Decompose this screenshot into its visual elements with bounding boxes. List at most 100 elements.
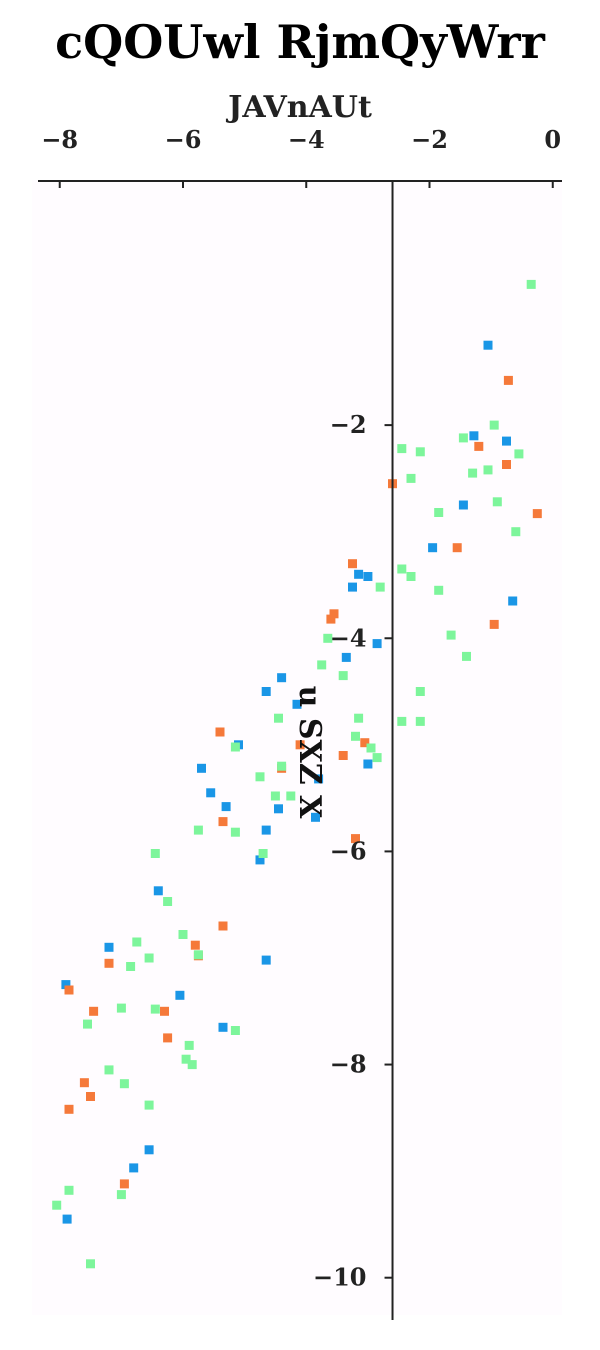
data-point-s2-30: [277, 761, 287, 771]
data-point-s0-30: [144, 1145, 154, 1155]
data-point-s0-13: [292, 699, 302, 709]
data-point-s2-10: [434, 508, 444, 517]
data-point-s0-21: [311, 812, 320, 822]
y-tick-label: −10: [313, 1263, 367, 1292]
data-point-s2-43: [126, 962, 136, 971]
data-point-s1-23: [160, 1006, 169, 1016]
data-point-s1-27: [64, 1104, 74, 1114]
data-point-s0-11: [277, 673, 287, 683]
data-point-s2-23: [397, 716, 407, 726]
data-point-s1-17: [218, 921, 228, 931]
data-point-s2-44: [116, 1003, 126, 1013]
data-point-s0-3: [458, 500, 468, 510]
x-axis-label: JAVnAUt: [225, 90, 372, 125]
data-point-s0-19: [221, 802, 231, 812]
x-tick-label: −2: [411, 125, 448, 154]
data-point-s0-2: [502, 436, 511, 446]
data-point-s1-20: [104, 958, 114, 968]
data-point-s2-26: [351, 731, 360, 741]
data-point-s2-47: [230, 1026, 240, 1035]
data-point-s2-13: [406, 572, 416, 581]
data-point-s1-21: [64, 985, 74, 995]
data-point-s1-12: [295, 740, 305, 750]
data-point-s0-10: [341, 652, 351, 662]
data-point-s2-33: [286, 791, 296, 801]
ticks-layer: −8 −6 −4 −2 0 −2 −4 −6 −8 −10: [41, 125, 561, 1292]
data-point-s2-52: [119, 1079, 129, 1089]
chart-title: cQOUwl RjmQyWrr: [55, 15, 546, 69]
data-point-s1-7: [329, 609, 339, 619]
data-point-s0-31: [129, 1163, 139, 1173]
data-point-s2-17: [323, 633, 333, 643]
data-point-s2-22: [354, 713, 364, 723]
data-point-s0-20: [274, 804, 283, 814]
data-point-s2-2: [458, 433, 468, 443]
y-axis-label: u SXZ X: [292, 686, 327, 820]
data-point-s2-27: [230, 742, 240, 752]
data-point-s1-25: [79, 1078, 89, 1088]
data-point-s2-38: [163, 897, 173, 906]
data-point-s1-10: [215, 727, 225, 737]
data-point-s2-39: [178, 930, 188, 939]
data-point-s1-8: [326, 614, 336, 624]
data-point-s2-35: [230, 827, 240, 837]
data-point-s2-55: [116, 1190, 126, 1200]
data-point-s1-11: [360, 738, 370, 748]
data-point-s2-53: [144, 1100, 154, 1110]
data-point-s0-27: [61, 980, 71, 990]
data-point-s1-6: [348, 559, 357, 569]
data-point-s2-0: [526, 279, 536, 289]
data-point-s2-15: [434, 585, 444, 595]
data-point-s0-28: [175, 990, 185, 1000]
data-point-s2-14: [375, 582, 385, 592]
data-point-s2-57: [86, 1259, 95, 1269]
data-point-s2-54: [64, 1185, 74, 1195]
data-point-s1-26: [86, 1092, 95, 1101]
data-point-s1-16: [351, 834, 360, 844]
data-point-s0-0: [483, 340, 493, 350]
data-point-s1-0: [503, 375, 513, 385]
data-point-s2-21: [415, 687, 425, 696]
data-point-s2-12: [397, 564, 407, 574]
data-point-s1-22: [89, 1006, 99, 1016]
data-point-s2-3: [397, 444, 407, 454]
data-point-s1-18: [190, 940, 200, 950]
data-point-s2-41: [193, 950, 203, 960]
data-point-s2-34: [193, 825, 203, 835]
data-point-s1-9: [489, 619, 499, 629]
data-point-s0-18: [206, 788, 216, 798]
data-point-s0-12: [261, 687, 271, 696]
data-point-s2-11: [511, 527, 521, 537]
data-point-s2-1: [489, 420, 499, 430]
data-point-s2-51: [104, 1065, 114, 1075]
data-point-s0-9: [372, 639, 382, 649]
data-point-s2-48: [184, 1040, 194, 1050]
y-tick-label: −4: [330, 623, 367, 652]
data-point-s0-23: [255, 855, 265, 865]
data-point-s2-40: [132, 937, 142, 947]
data-point-s0-22: [261, 825, 271, 835]
data-point-s2-49: [181, 1054, 191, 1064]
data-point-s1-4: [532, 509, 542, 519]
data-point-s1-5: [452, 543, 462, 553]
data-point-s0-17: [314, 774, 324, 784]
data-point-s2-8: [406, 473, 416, 483]
data-point-s2-5: [514, 449, 524, 459]
data-point-s1-2: [502, 460, 511, 469]
data-point-s0-16: [197, 763, 206, 773]
data-point-s2-31: [255, 772, 265, 782]
data-point-s2-28: [366, 743, 376, 753]
data-point-s2-9: [492, 497, 502, 507]
data-point-s0-8: [508, 596, 518, 606]
data-point-s0-29: [218, 1022, 228, 1032]
data-point-s2-25: [274, 713, 283, 723]
data-point-s1-24: [163, 1033, 173, 1043]
data-point-s0-15: [363, 759, 373, 769]
data-point-s2-37: [150, 849, 160, 858]
data-point-s2-7: [468, 468, 478, 478]
data-point-s2-19: [317, 660, 327, 670]
data-point-s0-4: [428, 543, 438, 553]
data-point-s2-45: [150, 1004, 160, 1014]
data-point-s2-42: [144, 953, 154, 963]
